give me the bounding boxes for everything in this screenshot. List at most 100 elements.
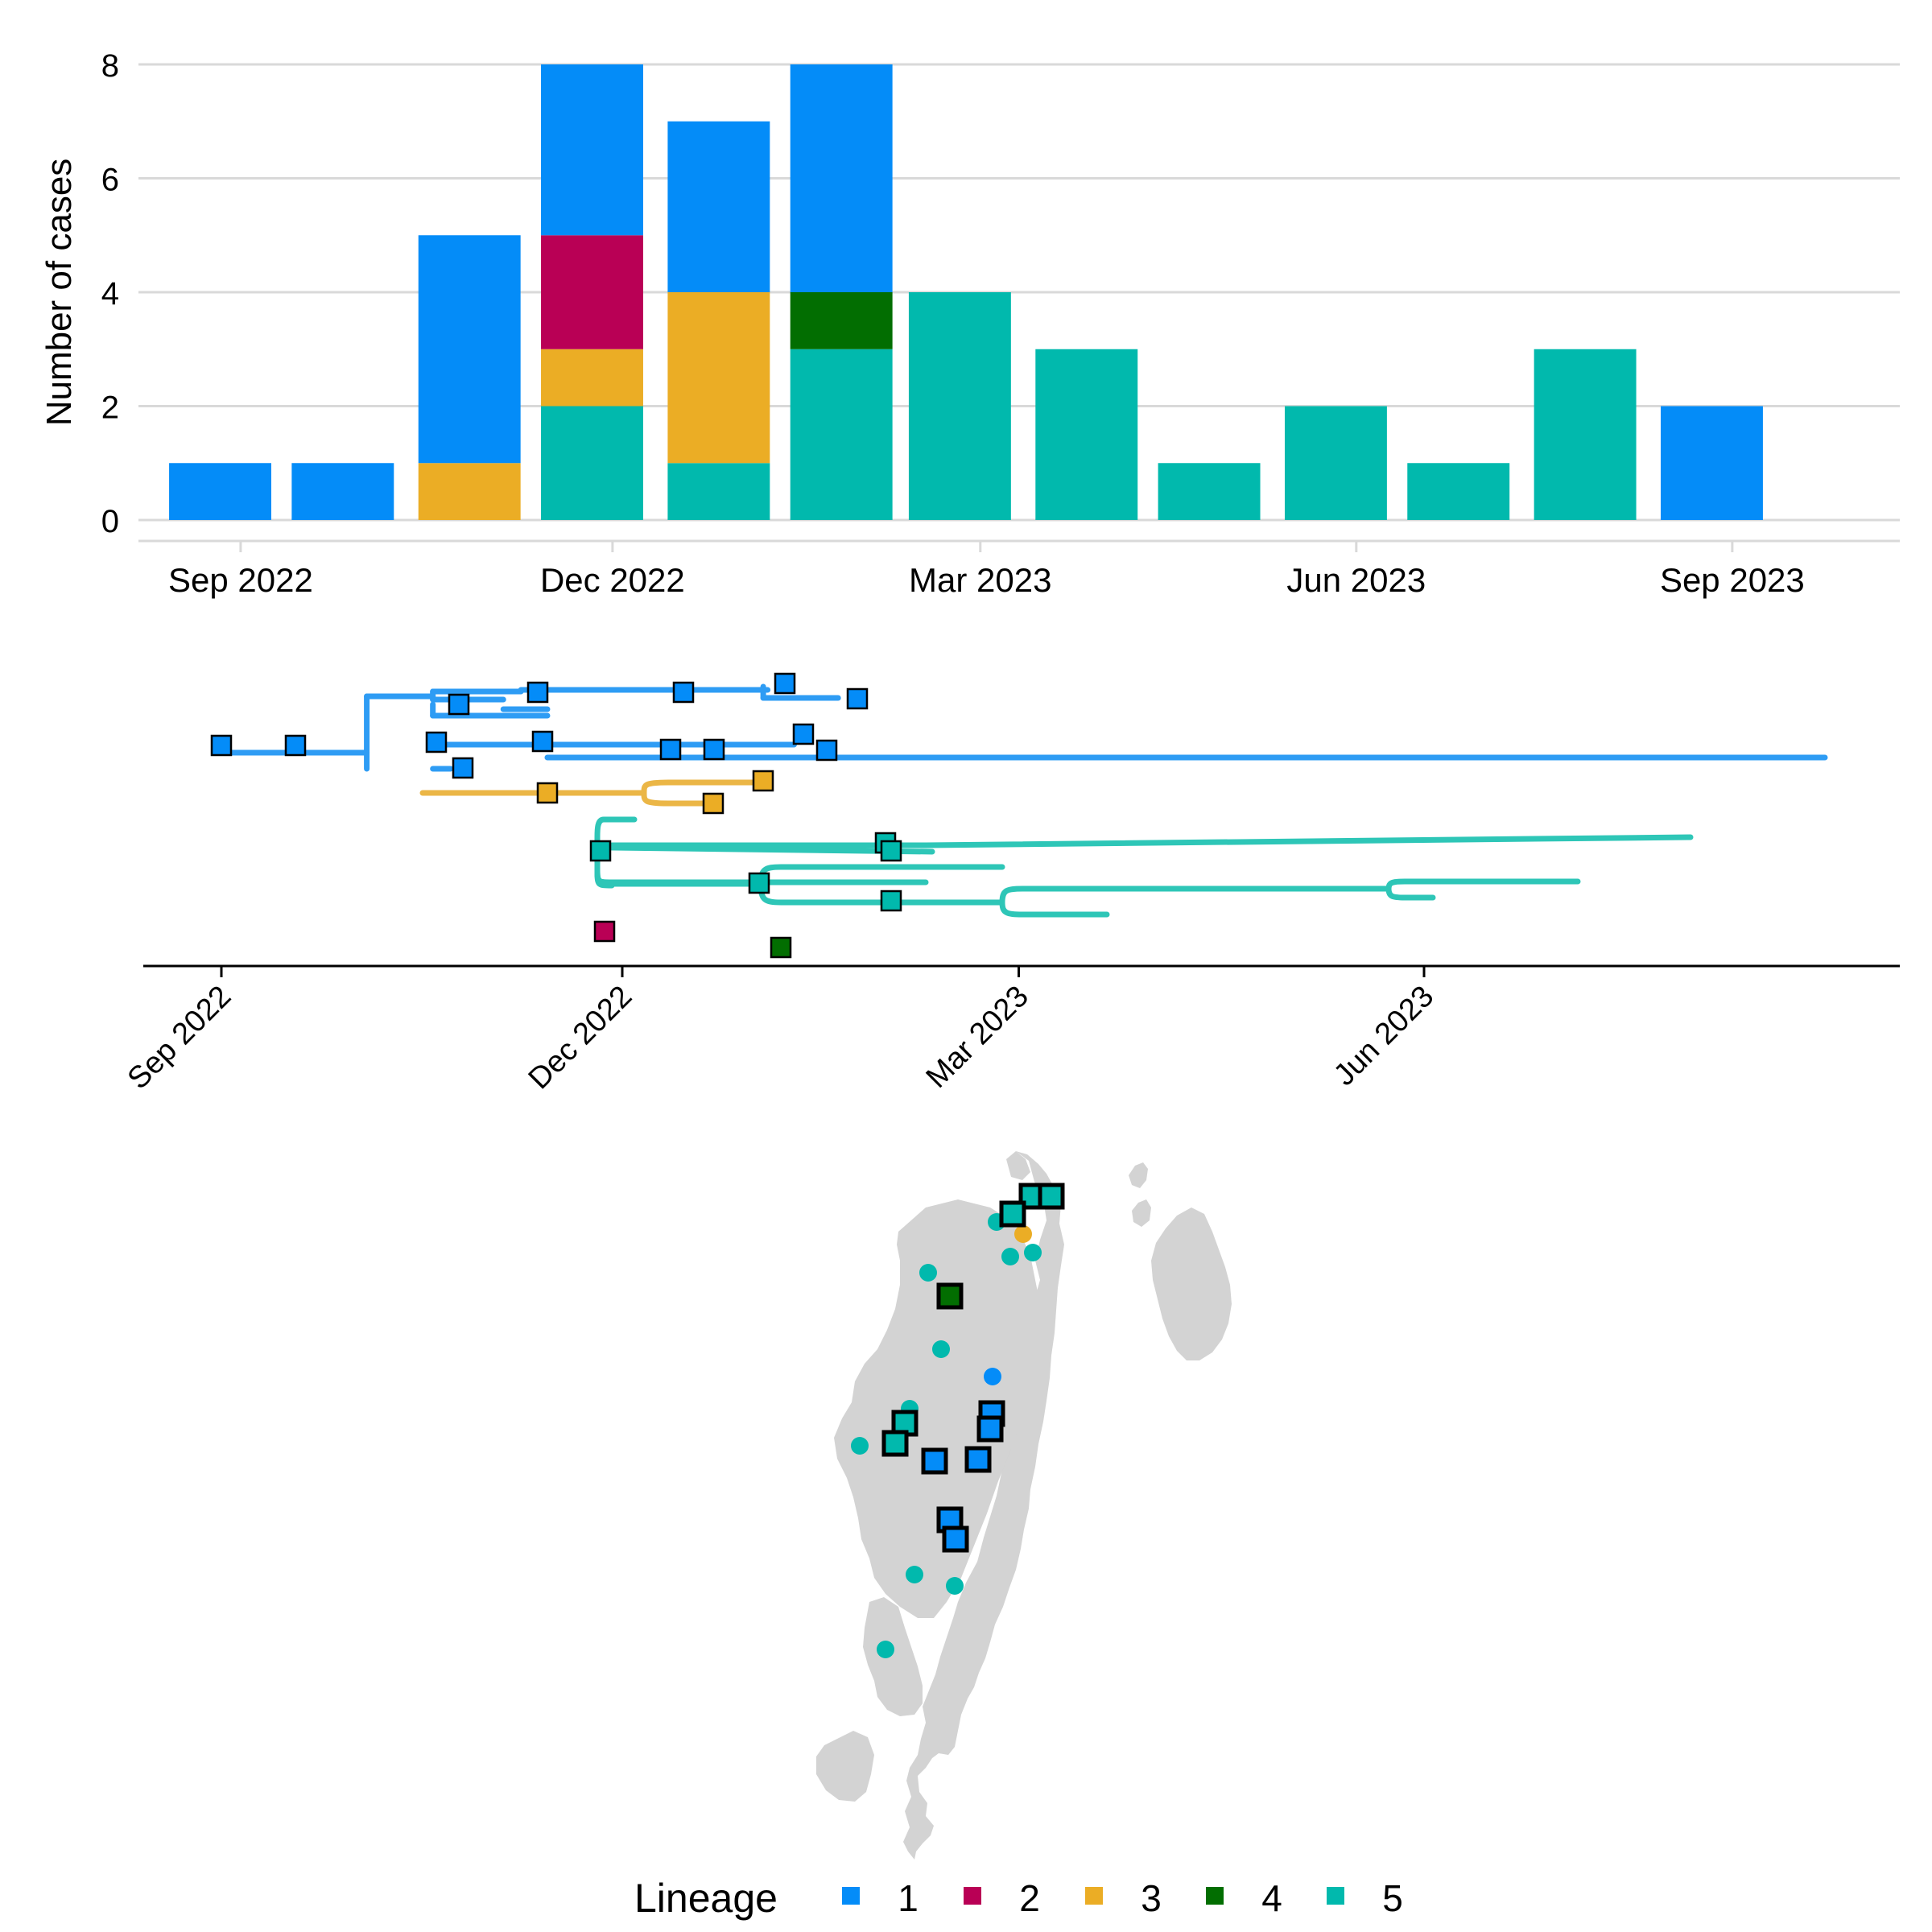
bar-2022-09-26-lineage-1 — [291, 463, 394, 520]
map-point-circle-lineage-5-16 — [919, 1264, 937, 1282]
map-point-square-lineage-4-3 — [936, 1282, 964, 1310]
phylogeny-tip-lineage-3-15 — [702, 792, 724, 815]
bar-2022-12-27-lineage-1 — [667, 121, 770, 292]
bar-x-tick-label-3: Jun 2023 — [1286, 561, 1426, 599]
legend-label-2: 2 — [1019, 1877, 1040, 1919]
legend: Lineage 1 2 3 4 5 — [634, 1876, 1403, 1921]
legend-swatch-5 — [1327, 1887, 1344, 1905]
northeast-islet-shape — [1129, 1162, 1148, 1188]
phylogeny-tip-lineage-1-11 — [815, 739, 838, 762]
bar-x-tick-label-1: Dec 2022 — [540, 561, 685, 599]
legend-entries: 1 2 3 4 5 — [842, 1877, 1403, 1919]
phylogeny-tip-lineage-3-16 — [752, 770, 774, 792]
phylogeny-connector-lineage-5-4 — [609, 834, 1694, 848]
bar-y-tick-label-8: 8 — [101, 48, 119, 84]
bar-2022-11-26-lineage-1 — [541, 64, 643, 236]
phylogeny-x-ticks: Sep 2022 Dec 2022 Mar 2023 Jun 2023 — [122, 966, 1440, 1096]
phylogeny-tip-lineage-4-23 — [770, 936, 792, 959]
legend-label-5: 5 — [1382, 1877, 1403, 1919]
map-point-square-lineage-1-8 — [921, 1447, 948, 1475]
map-landmass — [816, 1151, 1232, 1860]
phylogeny-x-tick-label-0: Sep 2022 — [122, 980, 238, 1096]
main-island-west-shape — [834, 1199, 1038, 1618]
phylogeny-tip-lineage-3-14 — [536, 782, 559, 804]
map-point-square-lineage-1-9 — [964, 1446, 992, 1473]
phylogeny-connector-lineage-3-0 — [419, 779, 768, 796]
bar-2023-01-26-lineage-4 — [790, 292, 893, 349]
phylogeny-tip-lineage-1-8 — [531, 730, 554, 753]
map-point-square-lineage-5-1 — [1038, 1183, 1065, 1210]
bar-2023-01-26-lineage-5 — [790, 349, 893, 520]
bar-chart-x-ticks: Sep 2022 Dec 2022 Mar 2023 Jun 2023 Sep 2023 — [168, 541, 1805, 599]
map-point-square-lineage-1-5 — [976, 1415, 1004, 1443]
legend-label-4: 4 — [1261, 1877, 1282, 1919]
phylogeny-tip-lineage-1-6 — [846, 687, 869, 710]
bar-chart-y-ticks: 0 2 4 6 8 — [101, 48, 119, 539]
map-point-circle-lineage-5-20 — [851, 1437, 869, 1455]
legend-swatch-4 — [1206, 1887, 1224, 1905]
map-point-circle-lineage-5-21 — [906, 1566, 923, 1583]
bar-2022-10-27-lineage-3 — [418, 463, 521, 520]
bar-2022-10-27-lineage-1 — [418, 235, 521, 464]
map-point-circle-lineage-5-22 — [946, 1577, 964, 1595]
phylogeny-tip-lineage-1-4 — [672, 681, 695, 704]
bar-2023-05-27-lineage-5 — [1284, 406, 1387, 520]
phylogeny-connector-lineage-5-8 — [999, 878, 1581, 906]
phylogeny-x-tick-label-3: Jun 2023 — [1327, 980, 1440, 1092]
map-panel — [816, 1151, 1232, 1860]
bar-chart-y-axis-title: Number of cases — [39, 159, 79, 427]
phylogeny-connector-lineage-5-9 — [1385, 886, 1436, 901]
bar-2023-07-27-lineage-5 — [1534, 349, 1637, 520]
bar-x-tick-label-0: Sep 2022 — [168, 561, 313, 599]
bar-y-tick-label-6: 6 — [101, 163, 119, 198]
phylogeny-tip-lineage-1-0 — [210, 734, 233, 757]
bar-x-tick-label-4: Sep 2023 — [1660, 561, 1805, 599]
phylogeny-connector-lineage-5-10 — [999, 899, 1110, 918]
north-tip-shape — [1006, 1151, 1030, 1180]
bar-2022-11-26-lineage-2 — [541, 235, 643, 349]
legend-swatch-2 — [964, 1887, 981, 1905]
northeast-islet-2-shape — [1132, 1199, 1151, 1227]
map-point-square-lineage-5-7 — [881, 1430, 909, 1457]
phylogeny-x-tick-label-2: Mar 2023 — [920, 980, 1035, 1095]
phylogeny-tip-lineage-1-7 — [425, 731, 448, 753]
phylogeny-tip-lineage-1-2 — [448, 693, 470, 716]
map-points — [851, 1183, 1065, 1658]
map-point-circle-lineage-5-17 — [932, 1340, 950, 1358]
phylogeny-branches — [218, 683, 1828, 918]
bar-y-tick-label-2: 2 — [101, 390, 119, 426]
bar-2022-08-27-lineage-1 — [169, 463, 271, 520]
map-point-circle-lineage-3-13 — [1014, 1225, 1032, 1243]
map-point-square-lineage-1-11 — [942, 1525, 969, 1553]
map-point-circle-lineage-1-18 — [984, 1368, 1001, 1385]
phylogeny-tip-lineage-5-21 — [880, 890, 902, 912]
phylogeny-tip-lineage-2-22 — [593, 920, 616, 943]
main-island-shape — [903, 1151, 1064, 1860]
map-point-circle-lineage-5-14 — [1001, 1248, 1019, 1265]
bar-x-tick-label-2: Mar 2023 — [909, 561, 1051, 599]
southern-island-shape — [816, 1731, 874, 1802]
bar-2023-06-26-lineage-5 — [1407, 463, 1510, 520]
phylogeny-tip-lineage-1-9 — [659, 738, 682, 761]
southwest-peninsula-shape — [863, 1597, 923, 1716]
bar-2022-11-26-lineage-3 — [541, 349, 643, 407]
legend-label-1: 1 — [898, 1877, 919, 1919]
phylogeny-tip-lineage-5-20 — [748, 872, 770, 894]
bar-2023-04-26-lineage-5 — [1158, 463, 1261, 520]
bar-chart-bars — [169, 64, 1763, 520]
phylogeny-panel: Sep 2022 Dec 2022 Mar 2023 Jun 2023 — [122, 672, 1900, 1096]
phylogeny-x-tick-label-1: Dec 2022 — [522, 980, 639, 1096]
legend-swatch-1 — [842, 1887, 860, 1905]
bar-2022-12-27-lineage-3 — [667, 292, 770, 464]
legend-swatch-3 — [1085, 1887, 1103, 1905]
map-point-circle-lineage-5-15 — [1024, 1244, 1042, 1261]
phylogeny-tip-lineage-5-19 — [880, 840, 902, 862]
bar-2023-08-27-lineage-1 — [1661, 406, 1763, 520]
phylogeny-tip-lineage-1-5 — [774, 672, 796, 695]
bar-2022-11-26-lineage-5 — [541, 406, 643, 520]
map-point-square-lineage-5-2 — [999, 1200, 1026, 1228]
phylogeny-connector-lineage-3-1 — [641, 790, 716, 807]
